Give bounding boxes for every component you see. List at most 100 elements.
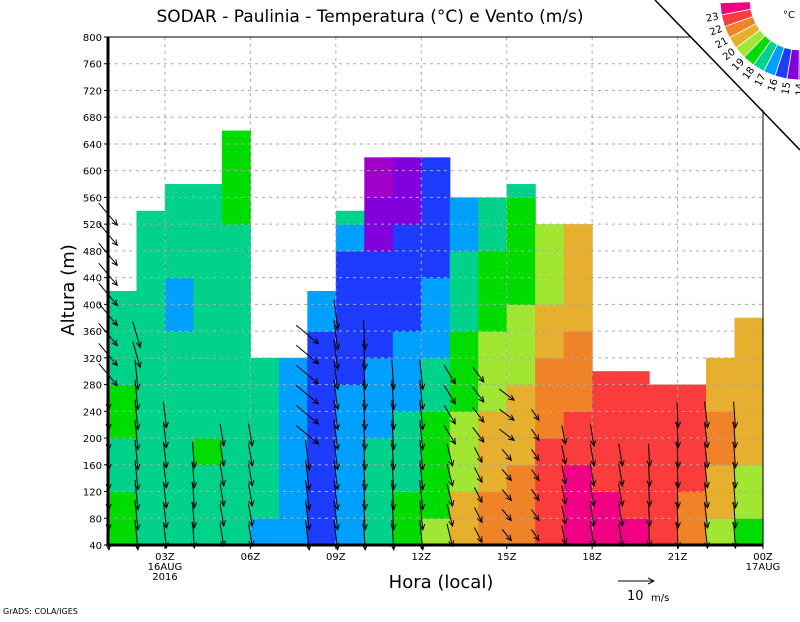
- wind-arrow: [248, 463, 255, 488]
- x-tick-sub2: 2016: [152, 572, 177, 583]
- wind-arrow-shaft: [192, 441, 195, 468]
- wind-arrow-shaft: [676, 401, 679, 428]
- wind-arrow-shaft: [391, 359, 395, 390]
- wind-arrow-head: [162, 461, 169, 469]
- wind-arrow-head: [111, 339, 118, 347]
- temperature-cell: [335, 357, 365, 386]
- wind-arrow-head: [162, 522, 169, 530]
- wind-arrow-head: [419, 503, 426, 511]
- wind-arrow: [732, 441, 739, 469]
- temperature-cell: [449, 411, 479, 439]
- wind-arrow-head: [419, 383, 426, 391]
- legend-level-label: 21: [714, 36, 730, 52]
- wind-arrow-head: [134, 403, 141, 411]
- wind-arrow-shaft: [531, 448, 540, 461]
- wind-arrow-shaft: [219, 483, 225, 507]
- wind-arrow-head: [674, 502, 681, 509]
- wind-arrow-head: [561, 518, 568, 526]
- wind-arrow-head: [111, 239, 118, 247]
- y-tick-label: 520: [83, 220, 102, 231]
- temperature-cell: [392, 304, 422, 332]
- wind-arrow: [295, 405, 320, 425]
- wind-arrow-shaft: [472, 427, 485, 443]
- wind-arrow-shaft: [648, 503, 651, 527]
- wind-arrow-head: [333, 383, 341, 391]
- wind-arrow-shaft: [561, 485, 566, 505]
- temperature-cell: [535, 384, 565, 412]
- wind-arrow-head: [419, 463, 426, 471]
- temperature-cell: [421, 357, 451, 386]
- temperature-cell: [449, 464, 479, 493]
- wind-arrow-head: [448, 520, 455, 528]
- wind-arrow-shaft: [648, 523, 651, 547]
- wind-arrow-shaft: [219, 503, 225, 527]
- wind-arrow-shaft: [501, 509, 512, 521]
- temperature-cell: [563, 438, 593, 466]
- wind-arrow: [531, 529, 540, 542]
- wind-vectors: [98, 202, 739, 551]
- temperature-cell: [278, 438, 308, 466]
- temperature-cell: [335, 411, 365, 439]
- temperature-cell: [478, 464, 508, 493]
- wind-arrow: [531, 428, 540, 442]
- temperature-cell: [193, 197, 223, 225]
- temperature-cell: [649, 384, 679, 412]
- temperature-cell: [734, 438, 764, 466]
- wind-arrow-head: [674, 482, 681, 489]
- wind-arrow: [732, 401, 739, 429]
- wind-arrow-shaft: [333, 299, 339, 330]
- wind-arrow: [703, 461, 710, 489]
- wind-arrow: [446, 443, 455, 467]
- wind-arrow-head: [333, 483, 341, 491]
- wind-arrow-shaft: [446, 483, 453, 507]
- wind-arrow-head: [505, 454, 513, 462]
- temperature-cell: [136, 304, 166, 332]
- temperature-cell: [193, 224, 223, 252]
- wind-arrow-shaft: [648, 483, 651, 506]
- temperature-cell: [563, 224, 593, 252]
- temperature-cell: [193, 438, 223, 466]
- wind-arrow-head: [390, 523, 397, 531]
- wind-arrow-head: [333, 343, 341, 351]
- temperature-cell: [449, 304, 479, 332]
- temperature-cell: [620, 411, 650, 439]
- wind-arrow-head: [134, 443, 141, 451]
- wind-arrow-head: [561, 478, 568, 486]
- legend-unit: °C: [783, 10, 795, 21]
- temperature-cell: [478, 197, 508, 225]
- wind-arrow-head: [533, 514, 540, 522]
- x-tick-label: 21Z: [668, 552, 688, 563]
- temperature-field: [108, 130, 764, 546]
- wind-arrow-shaft: [248, 483, 253, 507]
- wind-arrow-head: [361, 423, 368, 431]
- wind-arrow-shaft: [192, 501, 195, 528]
- wind-arrow: [501, 509, 513, 522]
- temperature-cell: [221, 384, 251, 412]
- temperature-cell: [392, 518, 422, 546]
- temperature-cell: [734, 464, 764, 493]
- wind-arrow-shaft: [443, 405, 456, 425]
- temperature-cell: [307, 491, 337, 519]
- temperature-cell: [335, 250, 365, 279]
- y-tick-label: 480: [83, 247, 102, 258]
- temperature-cell: [563, 250, 593, 279]
- wind-arrow-head: [248, 480, 255, 488]
- temperature-cell: [136, 411, 166, 439]
- wind-arrow-head: [333, 323, 341, 331]
- wind-arrow-shaft: [419, 359, 424, 390]
- wind-arrow: [501, 529, 513, 542]
- wind-arrow: [190, 441, 198, 469]
- temperature-cell: [136, 438, 166, 466]
- wind-arrow: [190, 461, 198, 489]
- temperature-cell: [221, 304, 251, 332]
- wind-arrow-shaft: [733, 481, 736, 508]
- wind-arrow-head: [646, 460, 653, 468]
- wind-arrow: [589, 423, 597, 447]
- wind-arrow-shaft: [501, 468, 512, 481]
- wind-arrow-shaft: [589, 463, 595, 486]
- wind-arrow-head: [590, 500, 597, 508]
- wind-arrow-shaft: [362, 480, 366, 510]
- wind-arrow-shaft: [733, 401, 736, 428]
- temperature-cell: [506, 491, 536, 519]
- wind-arrow: [295, 364, 320, 385]
